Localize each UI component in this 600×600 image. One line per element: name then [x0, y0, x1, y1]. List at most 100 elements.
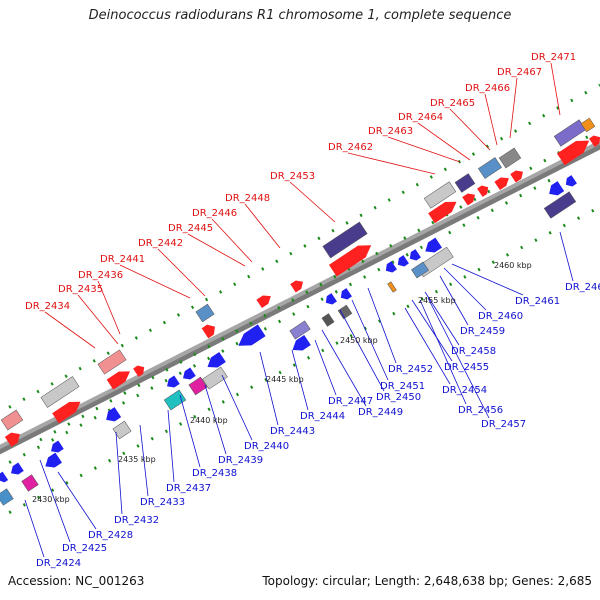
reverse-label-15: DR_2452: [388, 364, 433, 375]
forward-gene-12: [556, 140, 590, 166]
forward-leader-11: [417, 122, 471, 161]
reverse-leader-15: [367, 287, 397, 364]
forward-gene-1: [106, 371, 131, 390]
forward-leader-8: [289, 181, 336, 223]
forward-gene-4-shape: [256, 295, 271, 309]
reverse-gene-11: [182, 367, 196, 380]
reverse-gene-2: [325, 293, 337, 305]
reverse-gene-17: [0, 471, 9, 483]
reverse-label-6: DR_2438: [192, 468, 237, 479]
reverse-leader-6: [179, 394, 201, 468]
reverse-label-4: DR_2433: [140, 497, 185, 508]
reverse-label-17: DR_2455: [444, 362, 489, 373]
reverse-leader-12: [321, 329, 367, 407]
gene-box-14: [411, 261, 429, 279]
gene-box-9: [498, 147, 522, 169]
reverse-label-2: DR_2428: [88, 530, 133, 541]
forward-leader-14: [509, 77, 518, 139]
forward-gene-4: [256, 295, 271, 309]
reverse-gene-6-shape: [409, 249, 421, 261]
forward-leader-12: [449, 108, 491, 151]
forward-gene-5: [290, 280, 304, 293]
reverse-gene-3-shape: [340, 288, 352, 300]
gene-box-12-shape: [543, 191, 577, 219]
reverse-label-8: DR_2440: [244, 441, 289, 452]
reverse-label-22: DR_2460: [478, 311, 523, 322]
reverse-label-1: DR_2425: [62, 543, 107, 554]
reverse-leader-2: [57, 471, 97, 530]
forward-label-1: DR_2435: [58, 284, 103, 295]
reverse-gene-0: [238, 324, 266, 346]
gene-box-5: [289, 320, 311, 340]
gene-box-4-shape: [195, 303, 215, 323]
forward-gene-2: [133, 365, 145, 377]
forward-gene-9-shape: [477, 185, 489, 197]
reverse-gene-4: [385, 261, 397, 273]
forward-gene-8-shape: [462, 193, 476, 206]
forward-gene-14-shape: [201, 324, 216, 339]
gene-box-22-shape: [0, 488, 14, 506]
gene-box-8-shape: [478, 157, 502, 179]
forward-leader-6: [211, 218, 253, 263]
reverse-gene-14: [45, 452, 62, 468]
forward-gene-0: [52, 401, 81, 424]
reverse-gene-8: [549, 181, 565, 196]
gene-box-15: [337, 304, 353, 320]
scale-label-1: 2435 kbp: [118, 455, 156, 464]
scale-label-0: 2430 kbp: [32, 495, 70, 504]
reverse-leader-22: [443, 267, 487, 311]
gene-box-17: [202, 366, 228, 390]
reverse-leader-21: [439, 275, 469, 326]
reverse-gene-0-shape: [238, 324, 266, 346]
reverse-leader-16: [404, 307, 451, 385]
gene-box-23: [387, 281, 397, 293]
reverse-label-18: DR_2456: [458, 405, 503, 416]
gene-box-19-shape: [163, 389, 187, 411]
chromosome-backbone: [0, 139, 600, 450]
reverse-label-24: DR_2468: [565, 282, 600, 293]
gene-box-1-shape: [97, 349, 127, 375]
reverse-label-9: DR_2443: [270, 426, 315, 437]
gene-box-11-shape: [580, 117, 596, 133]
forward-label-15: DR_2471: [531, 52, 576, 63]
scale-label-6: 2460 kbp: [494, 261, 532, 270]
reverse-label-13: DR_2450: [376, 392, 421, 403]
forward-gene-13: [589, 135, 600, 147]
forward-label-4: DR_2442: [138, 238, 183, 249]
forward-gene-10: [494, 177, 509, 191]
gene-box-17-shape: [202, 366, 228, 390]
reverse-gene-10: [207, 352, 226, 368]
scale-label-5: 2455 kbp: [418, 296, 456, 305]
reverse-label-11: DR_2447: [328, 396, 373, 407]
forward-leader-1: [77, 294, 119, 345]
tick-track-1: [0, 205, 600, 520]
gene-box-14-shape: [411, 261, 429, 279]
gene-box-3: [322, 221, 368, 259]
gene-box-20: [112, 420, 132, 440]
gene-box-9-shape: [498, 147, 522, 169]
reverse-gene-11-shape: [182, 367, 196, 380]
forward-leader-4: [157, 248, 206, 297]
forward-gene-9: [477, 185, 489, 197]
forward-leader-0: [44, 311, 96, 349]
gene-box-20-shape: [112, 420, 132, 440]
reverse-label-16: DR_2454: [442, 385, 487, 396]
reverse-label-19: DR_2457: [481, 419, 526, 430]
reverse-leader-24: [559, 231, 574, 282]
reverse-label-7: DR_2439: [218, 455, 263, 466]
reverse-label-10: DR_2444: [300, 411, 345, 422]
forward-leader-13: [484, 93, 498, 146]
reverse-gene-1-shape: [292, 335, 311, 351]
gene-box-16-shape: [321, 313, 335, 327]
forward-gene-0-shape: [52, 401, 81, 424]
reverse-leader-8: [221, 374, 253, 441]
reverse-leader-13: [339, 309, 385, 392]
gene-box-21-shape: [21, 474, 39, 492]
gene-box-2: [0, 409, 24, 431]
reverse-gene-16-shape: [10, 462, 24, 475]
gene-box-7-shape: [454, 173, 476, 193]
scale-label-2: 2440 kbp: [190, 416, 228, 425]
reverse-gene-12-shape: [166, 375, 180, 388]
gene-box-19: [163, 389, 187, 411]
